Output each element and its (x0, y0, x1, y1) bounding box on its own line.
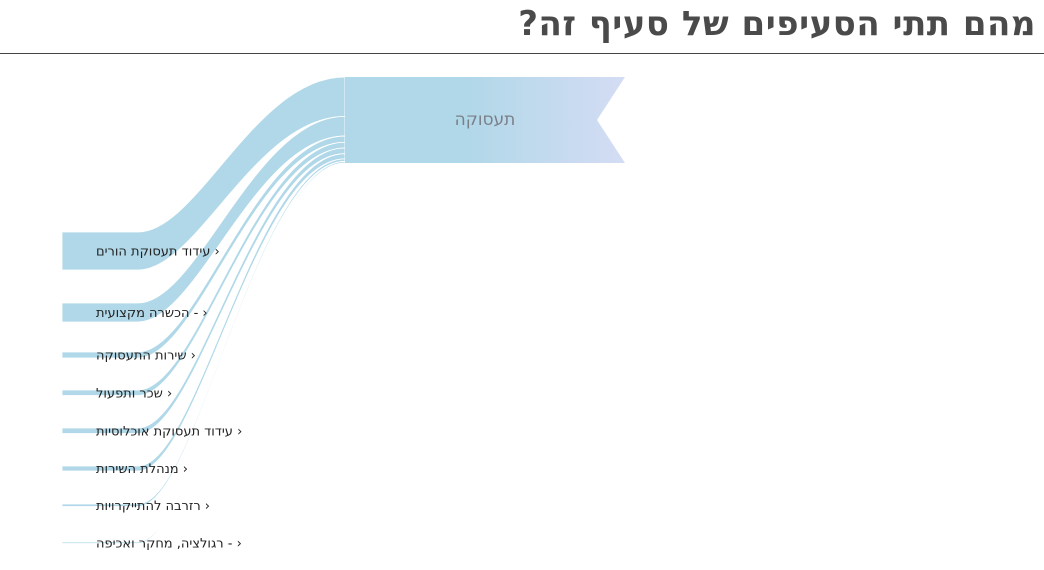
leaf-label[interactable]: ‹ שכר ותפעול (96, 386, 172, 401)
page-title: מהם תתי הסעיפים של סעיף זה? (518, 4, 1036, 44)
leaf-label[interactable]: ‹ עידוד תעסוקת הורים (96, 245, 220, 260)
leaf-items: ‹ עידוד תעסוקת הורים ‹ - הכשרה מקצועית ‹ ש… (96, 245, 242, 552)
leaf-label[interactable]: ‹ עידוד תעסוקת אוכלוסיות (96, 424, 242, 439)
leaf-label[interactable]: ‹ רזרבה להתייקרויות (96, 499, 210, 514)
page-header: מהם תתי הסעיפים של סעיף זה? (0, 0, 1044, 54)
leaf-label[interactable]: ‹ - הכשרה מקצועית (96, 306, 208, 321)
leaf-label[interactable]: ‹ מנהלת השירות (96, 462, 188, 477)
root-label: תעסוקה (455, 110, 516, 130)
root-node[interactable] (345, 77, 625, 163)
leaf-label[interactable]: ‹ - רגולציה, מחקר ואכיפה (96, 536, 242, 551)
leaf-label[interactable]: ‹ שירות התעסוקה (96, 349, 196, 364)
